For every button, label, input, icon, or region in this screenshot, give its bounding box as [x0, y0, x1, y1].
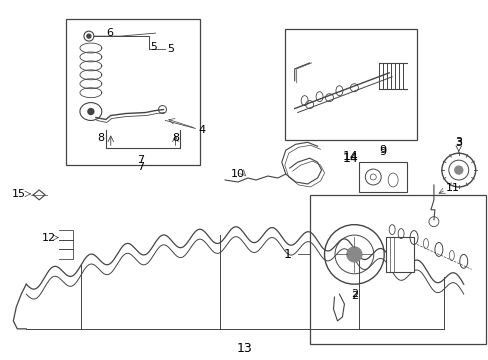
Text: 2: 2 [350, 289, 357, 299]
Text: 10: 10 [230, 169, 244, 179]
Text: 1: 1 [283, 248, 291, 261]
Text: 5: 5 [150, 42, 157, 52]
Bar [309, 195, 485, 344]
Text: 7: 7 [137, 162, 144, 172]
Bar [386, 237, 413, 272]
Text: 9: 9 [379, 147, 386, 157]
Text: 14: 14 [342, 152, 358, 165]
Text: 3: 3 [454, 138, 461, 148]
Text: 4: 4 [198, 125, 205, 135]
Circle shape [87, 34, 91, 38]
Circle shape [88, 109, 94, 114]
Text: 13: 13 [237, 342, 252, 355]
Text: 14: 14 [342, 150, 358, 163]
Text: 9: 9 [379, 145, 386, 155]
Text: 6: 6 [105, 28, 113, 38]
Bar [359, 162, 406, 192]
Text: 2: 2 [350, 291, 357, 301]
Text: 8: 8 [97, 133, 104, 143]
Circle shape [346, 247, 361, 262]
Text: 11: 11 [445, 183, 459, 193]
Circle shape [454, 166, 462, 174]
Text: 5: 5 [167, 44, 174, 54]
Text: 15: 15 [12, 189, 26, 199]
Text: 12: 12 [42, 233, 56, 243]
Bar [66, 19, 200, 165]
Text: 7: 7 [137, 155, 144, 165]
Text: 8: 8 [171, 133, 179, 143]
Bar [284, 29, 416, 140]
Text: 3: 3 [454, 137, 461, 147]
